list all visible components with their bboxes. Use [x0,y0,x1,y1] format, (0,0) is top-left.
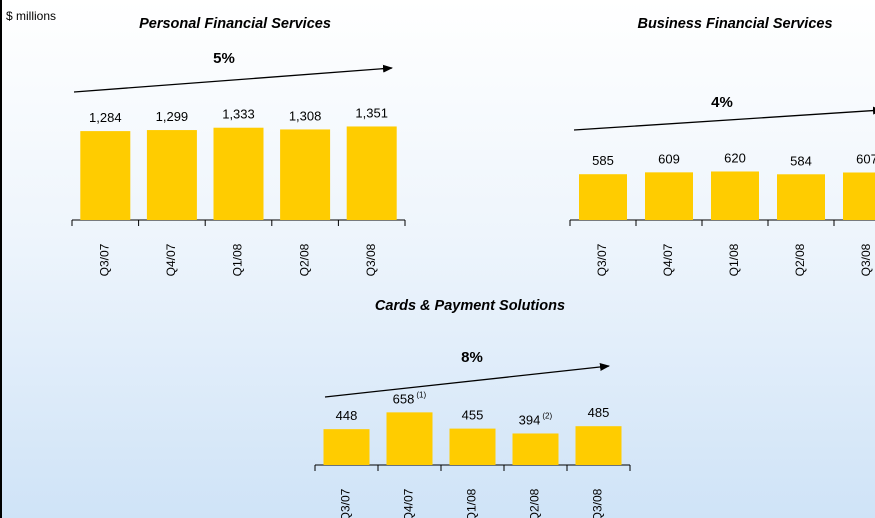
bar [575,426,622,465]
x-tick-label: Q3/07 [97,243,111,276]
bar [645,172,693,220]
bar [843,172,875,220]
chart-title: Business Financial Services [637,16,832,32]
x-tick-label: Q2/08 [793,243,807,276]
bar [711,171,759,220]
bar [280,129,331,220]
growth-label: 8% [461,349,483,366]
bar [777,174,825,220]
bar [449,428,496,465]
x-tick-label: Q1/08 [727,243,741,276]
footnote-mark: (1) [416,390,426,399]
growth-label: 4% [711,94,733,111]
bar [346,126,397,220]
bar [512,433,559,465]
footnote-mark: (2) [542,411,552,420]
x-tick-label: Q4/07 [164,243,178,276]
bar [213,127,264,220]
x-tick-label: Q1/08 [231,243,245,276]
bar [80,131,131,220]
value-label: 394 [519,412,541,427]
bar [323,429,370,465]
x-tick-label: Q3/08 [859,243,873,276]
growth-arrow [573,106,875,131]
x-tick-label: Q3/08 [591,488,605,518]
value-label: 485 [588,405,610,420]
x-tick-label: Q3/08 [364,243,378,276]
chart-title: Cards & Payment Solutions [375,298,565,314]
value-label: 1,333 [222,107,255,122]
x-tick-label: Q3/07 [595,243,609,276]
value-label: 1,308 [289,108,322,123]
value-label: 609 [658,151,680,166]
value-label: 448 [336,408,358,423]
growth-arrow [324,363,610,398]
value-label: 1,284 [89,110,122,125]
value-label: 1,299 [156,109,189,124]
value-label: 584 [790,153,812,168]
value-label: 1,351 [355,105,388,120]
value-label: 607 [856,151,875,166]
value-label: 455 [462,408,484,423]
x-tick-label: Q1/08 [465,488,479,518]
value-label: 585 [592,153,614,168]
x-tick-label: Q2/08 [297,243,311,276]
growth-label: 5% [213,50,235,67]
bar [386,412,433,465]
x-tick-label: Q4/07 [661,243,675,276]
x-tick-label: Q3/07 [339,488,353,518]
x-tick-label: Q2/08 [528,488,542,518]
growth-arrow [73,64,393,93]
value-label: 620 [724,150,746,165]
x-tick-label: Q4/07 [402,488,416,518]
bar [579,174,627,220]
bar [146,130,197,220]
chart-title: Personal Financial Services [139,16,331,32]
value-label: 658 [393,391,415,406]
unit-label: $ millions [6,9,56,23]
